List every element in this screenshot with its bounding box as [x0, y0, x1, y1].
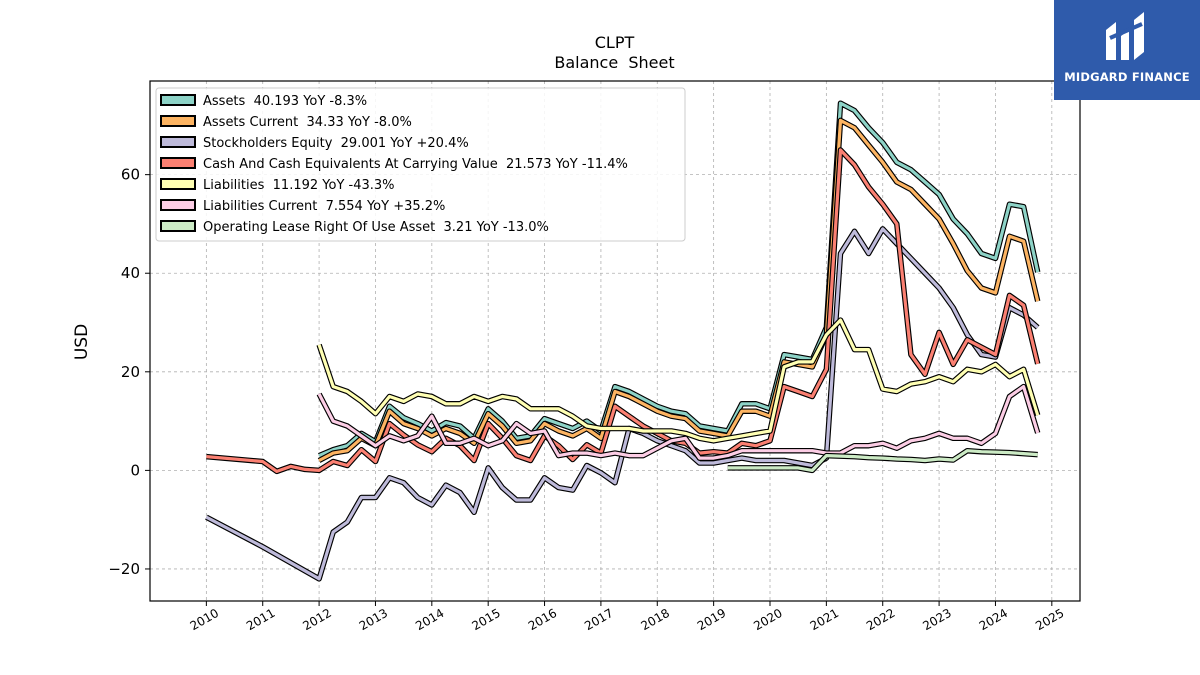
x-tick-label: 2019 — [695, 606, 728, 633]
legend-swatch — [160, 178, 196, 190]
series-line-outline — [205, 226, 1040, 582]
y-tick-label: 40 — [121, 264, 140, 282]
x-tick-label: 2011 — [244, 606, 277, 633]
legend-label: Operating Lease Right Of Use Asset 3.21 … — [203, 220, 549, 235]
series-line — [205, 227, 1039, 581]
legend-label: Stockholders Equity 29.001 YoY +20.4% — [203, 136, 469, 151]
legend-swatch — [160, 220, 196, 232]
plot-frame — [149, 80, 1081, 602]
x-tick-label: 2022 — [864, 606, 897, 633]
legend-swatch — [160, 115, 196, 127]
y-tick-label: −20 — [108, 560, 140, 578]
x-tick-label: 2013 — [357, 606, 390, 633]
legend-label: Liabilities Current 7.554 YoY +35.2% — [203, 199, 445, 214]
legend: Assets 40.193 YoY -8.3% Assets Current 34… — [155, 87, 686, 242]
series-line — [727, 449, 1038, 472]
x-tick-label: 2020 — [751, 606, 784, 633]
legend-label: Cash And Cash Equivalents At Carrying Va… — [203, 157, 628, 172]
grid — [150, 81, 1080, 601]
x-tick-label: 2024 — [977, 606, 1010, 633]
legend-label: Assets Current 34.33 YoY -8.0% — [203, 115, 412, 130]
x-tick-label: 2015 — [469, 606, 502, 633]
legend-swatch — [160, 157, 196, 169]
brand-name: MIDGARD FINANCE — [1064, 70, 1190, 84]
series-line — [317, 318, 1040, 443]
x-tick-label: 2016 — [526, 606, 559, 633]
series-line — [206, 148, 1040, 473]
legend-label: Assets 40.193 YoY -8.3% — [203, 94, 367, 109]
brand-mark-icon — [1106, 12, 1144, 60]
y-tick-label: 60 — [121, 166, 140, 184]
legend-swatch — [160, 94, 196, 106]
x-tick-label: 2014 — [413, 606, 446, 633]
legend-swatch — [160, 199, 196, 211]
y-tick-label: 0 — [130, 461, 140, 479]
chart-title: CLPT — [595, 33, 635, 52]
brand-logo: MIDGARD FINANCE — [1054, 0, 1200, 100]
legend-box — [155, 87, 686, 242]
x-tick-label: 2018 — [639, 606, 672, 633]
chart-subtitle: Balance Sheet — [554, 53, 674, 72]
y-axis-label: USD — [72, 324, 92, 360]
x-tick-label: 2025 — [1033, 606, 1066, 633]
x-tick-label: 2012 — [300, 606, 333, 633]
legend-swatch — [160, 136, 196, 148]
series-lines — [205, 100, 1041, 582]
series-line — [317, 385, 1040, 460]
x-tick-label: 2017 — [582, 606, 615, 633]
y-tick-label: 20 — [121, 363, 140, 381]
x-tick-label: 2010 — [188, 606, 221, 633]
legend-label: Liabilities 11.192 YoY -43.3% — [203, 178, 395, 193]
x-tick-label: 2023 — [920, 606, 953, 633]
x-tick-label: 2021 — [808, 606, 841, 633]
